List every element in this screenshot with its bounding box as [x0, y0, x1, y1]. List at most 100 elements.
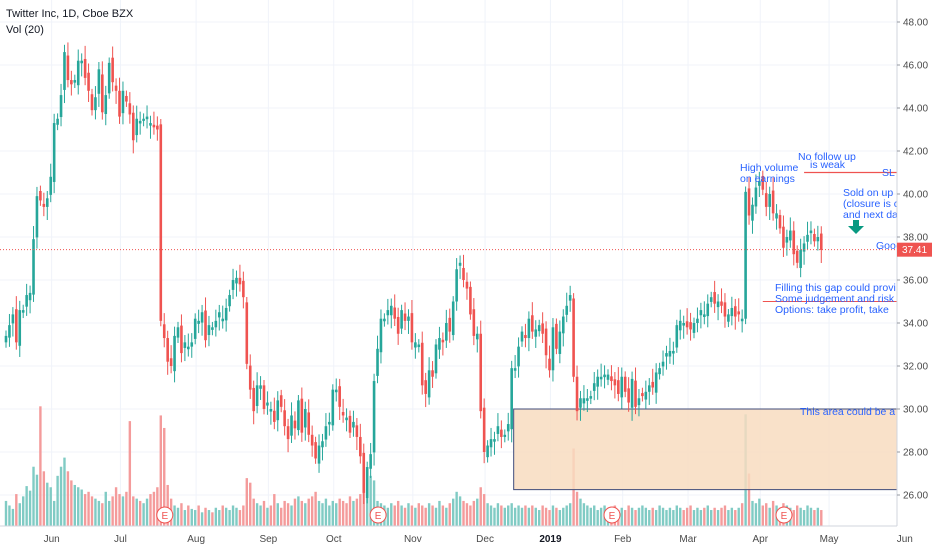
candle-body: [451, 301, 455, 336]
volume-bar: [503, 507, 506, 526]
earnings-label: E: [161, 511, 168, 522]
volume-indicator-label[interactable]: Vol (20): [6, 24, 44, 36]
symbol-title[interactable]: Twitter Inc, 1D, Cboe BZX: [6, 8, 134, 20]
level-lines: [0, 171, 897, 302]
volume-bar: [792, 510, 795, 526]
candle-body: [678, 320, 682, 331]
candle-body: [472, 309, 476, 336]
candle-body: [771, 190, 775, 214]
volume-bar: [716, 510, 720, 526]
candle-body: [221, 318, 225, 322]
candle-body: [603, 374, 606, 378]
volume-bar: [630, 507, 634, 526]
candle-body: [393, 307, 397, 319]
volume-bar: [238, 510, 242, 526]
candle-body: [647, 385, 651, 392]
candle-body: [524, 335, 527, 339]
candle-body: [142, 118, 145, 121]
volume-bar: [799, 507, 802, 526]
candle-body: [290, 415, 293, 436]
candle-body: [706, 303, 710, 317]
volume-bar: [524, 505, 527, 526]
volume-bar: [648, 510, 651, 526]
volume-bar: [644, 507, 648, 526]
volume-bar: [359, 494, 362, 526]
price-tick-label: 48.00: [903, 18, 928, 29]
candle-body: [25, 295, 28, 307]
earnings-label: E: [781, 511, 788, 522]
candle-body: [661, 361, 665, 367]
candle-body: [675, 325, 679, 348]
candle-body: [531, 315, 534, 332]
earnings-circle: [775, 506, 793, 524]
volume-bar: [90, 496, 94, 526]
volume-bar: [500, 505, 503, 526]
price-tick-label: 42.00: [903, 147, 928, 158]
candle-body: [764, 193, 768, 207]
volume-bar: [541, 505, 544, 526]
volume-bar: [59, 466, 63, 526]
candle-body: [703, 314, 706, 317]
volume-bar: [476, 498, 479, 526]
time-axis: Jun Jul Aug Sep Oct Nov Dec 2019 Feb Mar Apr May Jun: [0, 525, 932, 550]
volume-bar: [472, 500, 476, 526]
candle-body: [462, 267, 465, 280]
volume-bar: [111, 496, 114, 526]
candle-body: [245, 302, 249, 364]
candle-body: [723, 302, 727, 317]
volume-bar: [668, 507, 672, 526]
volume-bar: [132, 496, 135, 526]
volume-bar: [507, 505, 510, 526]
candle-body: [180, 325, 183, 354]
volume-bar: [280, 507, 283, 526]
volume-bar: [317, 500, 321, 526]
volume-bar: [32, 466, 35, 526]
time-tick-label: Jun: [897, 534, 913, 545]
time-tick-label: Jun: [44, 534, 60, 545]
volume-bar: [696, 507, 699, 526]
volume-bar: [431, 505, 434, 526]
candle-body: [266, 402, 269, 406]
volume-bar: [114, 487, 118, 526]
candle-body: [76, 60, 80, 86]
candle-body: [214, 320, 218, 328]
volume-bar: [70, 480, 73, 526]
candle-body: [4, 335, 8, 343]
volume-bar: [276, 503, 279, 526]
candle-body: [49, 176, 53, 195]
candle-body: [28, 292, 32, 301]
candle-body: [672, 350, 675, 354]
candle-body: [152, 124, 156, 128]
candle-body: [162, 324, 166, 339]
volume-bar: [4, 500, 8, 526]
candle-body: [692, 323, 696, 333]
volume-bar: [77, 487, 80, 526]
candle-body: [359, 436, 362, 457]
candle-body: [348, 415, 352, 433]
candle-body: [696, 318, 699, 323]
volume-bar: [551, 505, 555, 526]
candle-body: [386, 310, 390, 316]
candle-body: [407, 316, 410, 321]
candle-body: [183, 342, 187, 348]
volume-bar: [269, 505, 273, 526]
candle-body: [482, 407, 486, 452]
candle-body: [389, 305, 393, 316]
candle-body: [795, 250, 799, 263]
candle-body: [11, 314, 15, 324]
volume-bar: [200, 512, 204, 526]
candle-body: [799, 249, 802, 268]
volume-bar: [149, 494, 152, 526]
candle-body: [324, 426, 328, 440]
candle-body: [709, 297, 713, 302]
volume-bar: [802, 510, 806, 526]
volume-bar: [816, 507, 820, 526]
candle-body: [94, 97, 97, 111]
volume-bar: [448, 503, 451, 526]
volume-bar: [754, 503, 758, 526]
volume-bar: [593, 505, 596, 526]
volume-bar: [452, 498, 455, 526]
